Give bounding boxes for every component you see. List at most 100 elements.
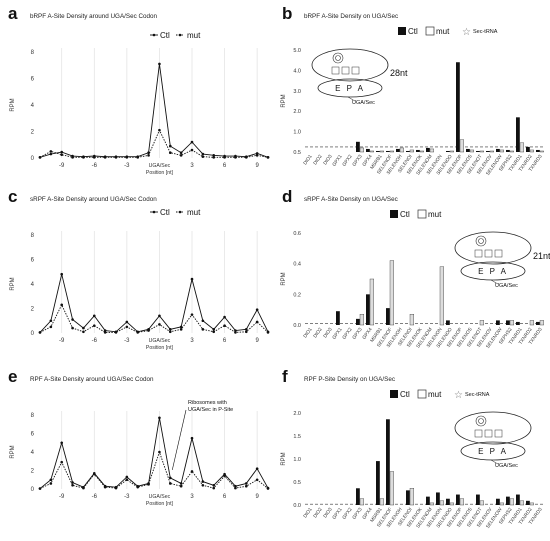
data-point-ctl: [244, 482, 248, 485]
mrna-loop-icon: [478, 418, 484, 424]
series-line-ctl: [39, 274, 269, 333]
bar-ctl-selenoo: [446, 320, 450, 325]
data-point-mut: [60, 303, 64, 307]
data-point-mut: [92, 472, 96, 476]
bar-mut-txnrd1: [519, 500, 524, 506]
bar-ctl-sephs2: [506, 496, 510, 505]
codon-pointer: [347, 96, 356, 102]
data-point-mut: [234, 331, 237, 334]
bar-ctl-txnrd1: [516, 117, 520, 152]
bar-ctl-txnrd3: [536, 149, 540, 152]
data-point-mut: [168, 482, 172, 485]
data-point-mut: [179, 328, 183, 331]
ribosome-large-subunit: [311, 48, 389, 82]
x-tick-label: 3: [190, 163, 194, 169]
ribosome-small-subunit: [460, 441, 526, 461]
y-tick-label: 4: [31, 103, 35, 109]
data-point-ctl: [212, 484, 216, 487]
category-label: DIO1: [302, 153, 314, 166]
bar-mut-selenom: [429, 148, 434, 153]
data-point-mut: [114, 486, 118, 490]
x-label-line: Position [nt]: [146, 170, 174, 176]
data-point-ctl: [60, 150, 64, 154]
bar-mut-sephs2: [509, 498, 514, 506]
series-line-mut: [39, 129, 269, 158]
data-point-ctl: [49, 478, 53, 482]
data-point-ctl: [168, 144, 172, 148]
data-point-mut: [244, 156, 248, 159]
legend-label-mut: mut: [187, 208, 201, 217]
y-axis-label: RPM: [10, 98, 16, 111]
ribosome-small-subunit: [317, 78, 383, 98]
bar-ctl-selenoo: [446, 150, 450, 152]
data-point-mut: [158, 128, 161, 132]
data-point-mut: [38, 331, 42, 334]
mrna-loop-icon: [475, 235, 487, 247]
y-axis-label: RPM: [10, 277, 16, 290]
bar-ctl-txnrd1: [516, 494, 520, 505]
data-point-mut: [71, 326, 74, 330]
data-point-mut: [255, 320, 259, 324]
x-label-line: UGA/Sec: [149, 338, 171, 344]
x-label-line: Position [nt]: [146, 501, 174, 507]
data-point-mut: [179, 484, 183, 488]
mrna-loop-icon: [475, 415, 487, 427]
data-point-mut: [223, 324, 226, 327]
data-point-mut: [234, 156, 237, 159]
codon-pointer: [490, 459, 499, 465]
bar-ctl-sephs2: [506, 320, 510, 325]
bar-mut-txnrd2: [529, 320, 534, 326]
y-tick-label: 4: [31, 282, 35, 288]
panel-letter-e: e: [8, 367, 18, 386]
x-tick-label: -9: [59, 163, 65, 169]
y-axis-label: RPM: [281, 452, 287, 465]
data-point-ctl: [71, 481, 74, 484]
x-tick-label: 3: [190, 494, 194, 500]
bar-mut-selenov: [489, 150, 494, 153]
series-line-ctl: [39, 417, 269, 489]
site-labels: E P A: [335, 84, 365, 93]
y-tick-label: 0.2: [293, 292, 301, 298]
data-point-mut: [82, 156, 85, 159]
bar-mut-selenok: [419, 150, 424, 153]
legend-swatch-ctl: [390, 390, 398, 398]
trna-icon: [474, 429, 483, 438]
bar-mut-selenoo: [449, 150, 454, 153]
mrna-loop-icon: [478, 238, 484, 244]
y-tick-label: 2: [31, 469, 35, 475]
bar-mut-selenon: [439, 266, 444, 326]
data-point-mut: [190, 470, 194, 473]
data-point-mut: [158, 450, 161, 454]
series-line-ctl: [39, 63, 269, 158]
data-point-ctl: [255, 467, 259, 470]
star-icon: ☆: [462, 27, 471, 38]
y-tick-label: 8: [31, 233, 35, 239]
data-point-mut: [255, 154, 259, 157]
mrna-loop-icon: [332, 52, 344, 64]
data-point-ctl: [158, 62, 161, 66]
x-tick-label: -6: [92, 338, 98, 344]
data-point-mut: [114, 156, 118, 159]
legend-label-sec-trna: Sec-tRNA: [473, 29, 498, 35]
y-tick-label: 1.0: [293, 457, 301, 463]
data-point-mut: [190, 313, 194, 316]
data-point-ctl: [49, 319, 53, 323]
data-point-mut: [234, 486, 237, 490]
y-tick-label: 0: [31, 487, 35, 493]
data-point-ctl: [92, 314, 96, 318]
footprint-length-label: 21nt: [533, 251, 550, 261]
legend-label-mut: mut: [428, 210, 442, 219]
data-point-ctl: [255, 308, 259, 312]
panel-letter-a: a: [8, 4, 18, 23]
data-point-mut: [201, 484, 205, 487]
data-point-mut: [244, 330, 248, 334]
bar-ctl-selenon: [436, 492, 440, 505]
bar-ctl-selenot: [476, 494, 480, 505]
data-point-ctl: [168, 328, 172, 331]
bar-ctl-selenoi: [406, 150, 410, 152]
bar-mut-selenof: [389, 150, 394, 153]
data-point-mut: [212, 330, 216, 334]
data-point-ctl: [223, 472, 226, 476]
